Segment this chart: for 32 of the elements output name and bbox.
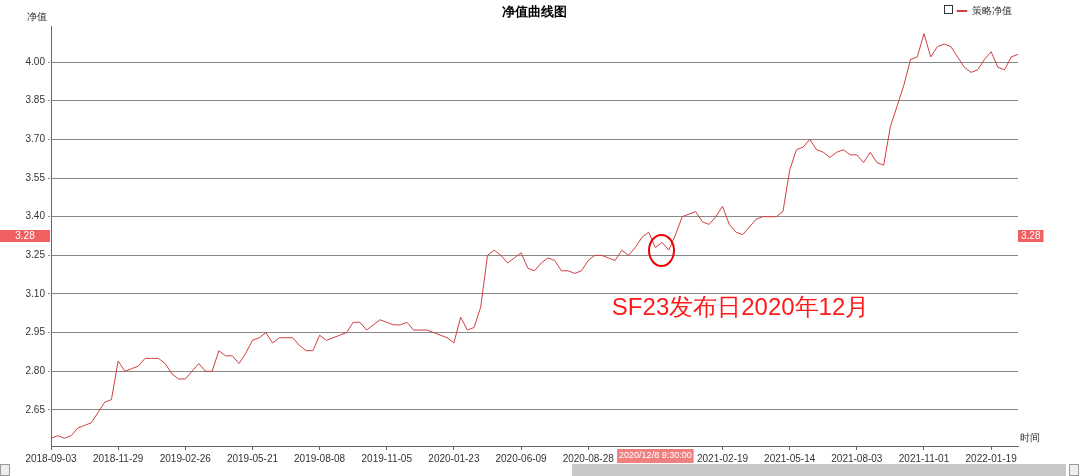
legend-label: 策略净值 [972,4,1012,16]
y-tick-label: 2.95 [25,326,46,338]
text: 3.28 [15,229,35,241]
x-tick-label: 2019-05-21 [226,452,279,464]
x-tick-label: 2021-08-03 [831,452,883,464]
x-tick-label: 2021-05-14 [764,452,816,464]
y-tick-label: 3.10 [25,287,46,299]
chart-title: 净值曲线图 [502,3,567,19]
text: 2020/12/8 9:30:00 [619,450,692,461]
y-tick-label: 4.00 [25,55,46,67]
x-axis-title: 时间 [1020,431,1040,443]
y-tick-label: 3.25 [25,249,46,261]
text: 3.28 [1021,229,1041,241]
x-tick-label: 2020-01-23 [428,452,480,464]
y-axis-title: 净值 [27,10,47,22]
x-tick-label: 2018-11-29 [92,452,144,464]
x-tick-label: 2021-02-19 [696,452,749,464]
y-tick-label: 3.55 [25,171,46,183]
y-tick-label: 2.80 [25,365,46,377]
x-tick-label: 2018-09-03 [25,452,78,464]
x-tick-label: 2019-08-08 [294,452,346,464]
x-tick-label: 2019-11-05 [361,452,413,464]
y-tick-label: 3.85 [25,94,46,106]
annotation: SF23发布日2020年12月 [611,292,870,320]
x-tick-label: 2021-11-01 [898,452,950,464]
y-tick-label: 2.65 [25,403,46,415]
x-tick-label: 2020-08-28 [562,452,615,464]
x-tick-label: 2020-06-09 [495,452,548,464]
x-tick-label: 2019-02-26 [159,452,212,464]
y-tick-label: 3.70 [25,133,46,145]
x-tick-label: 2022-01-19 [965,452,1018,464]
y-tick-label: 3.40 [25,210,46,222]
